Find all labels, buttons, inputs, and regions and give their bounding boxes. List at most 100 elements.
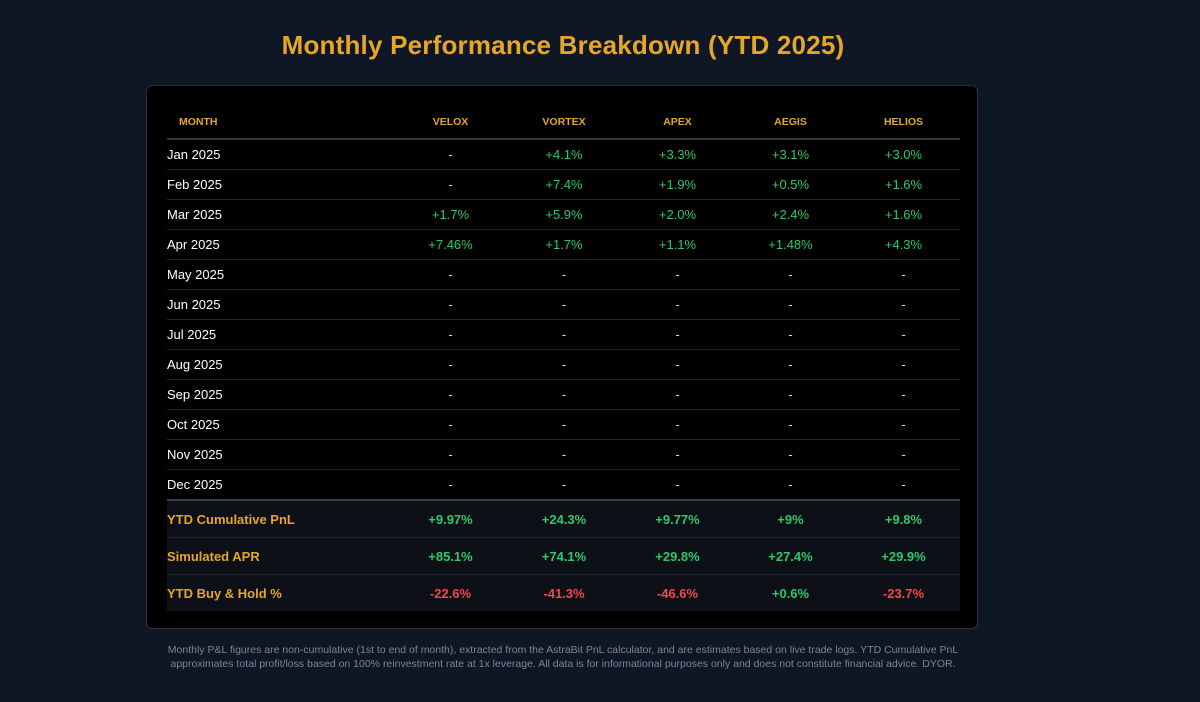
table-cell: - (621, 469, 734, 501)
table-row: Feb 2025- +7.4% +1.9% +0.5% +1.6% (167, 169, 960, 200)
table-cell: +74.1% (507, 537, 621, 575)
column-header-helios: HELIOS (847, 106, 960, 140)
table-cell: - (734, 349, 847, 380)
table-cell: - (847, 319, 960, 350)
table-cell: - (507, 289, 621, 320)
table-cell: +0.6% (771, 585, 810, 601)
table-cell: - (847, 289, 960, 320)
table-cell: +9.8% (847, 500, 960, 538)
table-cell: +4.1% (507, 139, 621, 170)
table-row: Jan 2025- +4.1% +3.3% +3.1% +3.0% (167, 139, 960, 170)
column-header-velox: VELOX (394, 106, 507, 140)
table-cell: - (621, 439, 734, 470)
table-row-label: Mar 2025 (167, 199, 394, 230)
summary-rows: YTD Cumulative PnL +9.97% +24.3% +9.77% +9% +… (167, 500, 960, 611)
table-cell: +3.3% (621, 139, 734, 170)
table-cell: - (507, 259, 621, 290)
summary-row-label: YTD Cumulative PnL (167, 500, 394, 538)
summary-row-label: YTD Buy & Hold % (167, 585, 282, 601)
table-cell: - (507, 409, 621, 440)
table-row-label: Apr 2025 (167, 229, 394, 260)
table-cell: -46.6% (656, 585, 699, 601)
table-cell: +2.4% (734, 199, 847, 230)
table-cell: - (621, 409, 734, 440)
table-cell: +1.7% (507, 229, 621, 260)
table-cell: - (847, 259, 960, 290)
table-row-label: Jan 2025 (167, 139, 394, 170)
summary-row: Simulated APR +85.1% +74.1% +29.8% +27.4% +29… (167, 537, 960, 575)
summary-row: YTD Cumulative PnL +9.97% +24.3% +9.77% +9% +… (167, 500, 960, 538)
page-title: Monthly Performance Breakdown (YTD 2025) (281, 30, 845, 60)
table-cell: - (507, 349, 621, 380)
table-row: Sep 2025- - - - - (167, 379, 960, 410)
column-header-apex: APEX (621, 106, 734, 140)
table-cell: - (394, 169, 507, 200)
table-cell: +1.9% (621, 169, 734, 200)
table-cell: - (621, 379, 734, 410)
table-cell: - (734, 379, 847, 410)
table-cell: +9.97% (394, 500, 507, 538)
table-row-label: Feb 2025 (167, 169, 394, 200)
summary-row-label: Simulated APR (167, 537, 394, 575)
table-cell: +7.46% (394, 229, 507, 260)
table-cell: +3.0% (847, 139, 960, 170)
table-cell: - (394, 289, 507, 320)
table-row-label: Jun 2025 (167, 289, 394, 320)
column-header-vortex: VORTEX (507, 106, 621, 140)
table-cell: +1.48% (734, 229, 847, 260)
table-cell: - (734, 409, 847, 440)
table-cell: +7.4% (507, 169, 621, 200)
table-cell: - (734, 319, 847, 350)
table-row: Jul 2025- - - - - (167, 319, 960, 350)
table-cell: +27.4% (734, 537, 847, 575)
table-cell: +29.8% (621, 537, 734, 575)
table-cell: +0.5% (734, 169, 847, 200)
table-cell: -41.3% (543, 585, 585, 601)
table-cell: - (394, 379, 507, 410)
footnote-line-2: approximates total profit/loss based on … (170, 658, 956, 670)
disclaimer-footnote: Monthly P&L figures are non-cumulative (… (150, 643, 976, 671)
table-cell: - (394, 319, 507, 350)
table-cell: +1.1% (621, 229, 734, 260)
table-row: Mar 2025 +1.7% +5.9% +2.0% +2.4% +1.6% (167, 199, 960, 230)
table-row: May 2025- - - - - (167, 259, 960, 290)
table-row-label: Aug 2025 (167, 349, 394, 380)
table-row-label: Jul 2025 (167, 319, 394, 350)
table-cell: +9.77% (621, 500, 734, 538)
table-cell: - (394, 409, 507, 440)
table-cell: +3.1% (734, 139, 847, 170)
table-cell: - (621, 289, 734, 320)
table-cell: - (734, 469, 847, 501)
summary-row: YTD Buy & Hold % -22.6% -41.3% -46.6% +0.6% -… (167, 574, 960, 611)
table-cell: -22.6% (429, 585, 472, 601)
table-cell: +24.3% (507, 500, 621, 538)
table-row: Oct 2025- - - - - (167, 409, 960, 440)
table-row-label: Oct 2025 (167, 409, 394, 440)
table-cell: - (847, 349, 960, 380)
performance-table: MONTH VELOX VORTEX APEX AEGIS HELIOS Jan… (167, 106, 960, 611)
table-cell: - (394, 469, 507, 501)
table-cell: - (847, 379, 960, 410)
table-row-label: Nov 2025 (167, 439, 394, 470)
table-cell: - (394, 349, 507, 380)
table-cell: - (394, 439, 507, 470)
table-cell: +1.6% (847, 169, 960, 200)
table-cell: - (734, 289, 847, 320)
table-cell: - (507, 469, 621, 501)
column-header-aegis: AEGIS (734, 106, 847, 140)
table-cell: - (394, 139, 507, 170)
table-cell: - (847, 469, 960, 501)
table-cell: - (734, 439, 847, 470)
table-cell: - (394, 259, 507, 290)
table-cell: +9% (734, 500, 847, 538)
table-cell: +1.7% (394, 199, 507, 230)
table-row: Dec 2025- - - - - (167, 469, 960, 501)
table-row: Apr 2025 +7.46% +1.7% +1.1% +1.48% +4.3% (167, 229, 960, 260)
table-cell: +1.6% (847, 199, 960, 230)
table-cell: - (507, 379, 621, 410)
table-cell: +85.1% (394, 537, 507, 575)
table-cell: +4.3% (847, 229, 960, 260)
table-cell: - (507, 319, 621, 350)
table-cell: - (734, 259, 847, 290)
table-cell: - (847, 439, 960, 470)
